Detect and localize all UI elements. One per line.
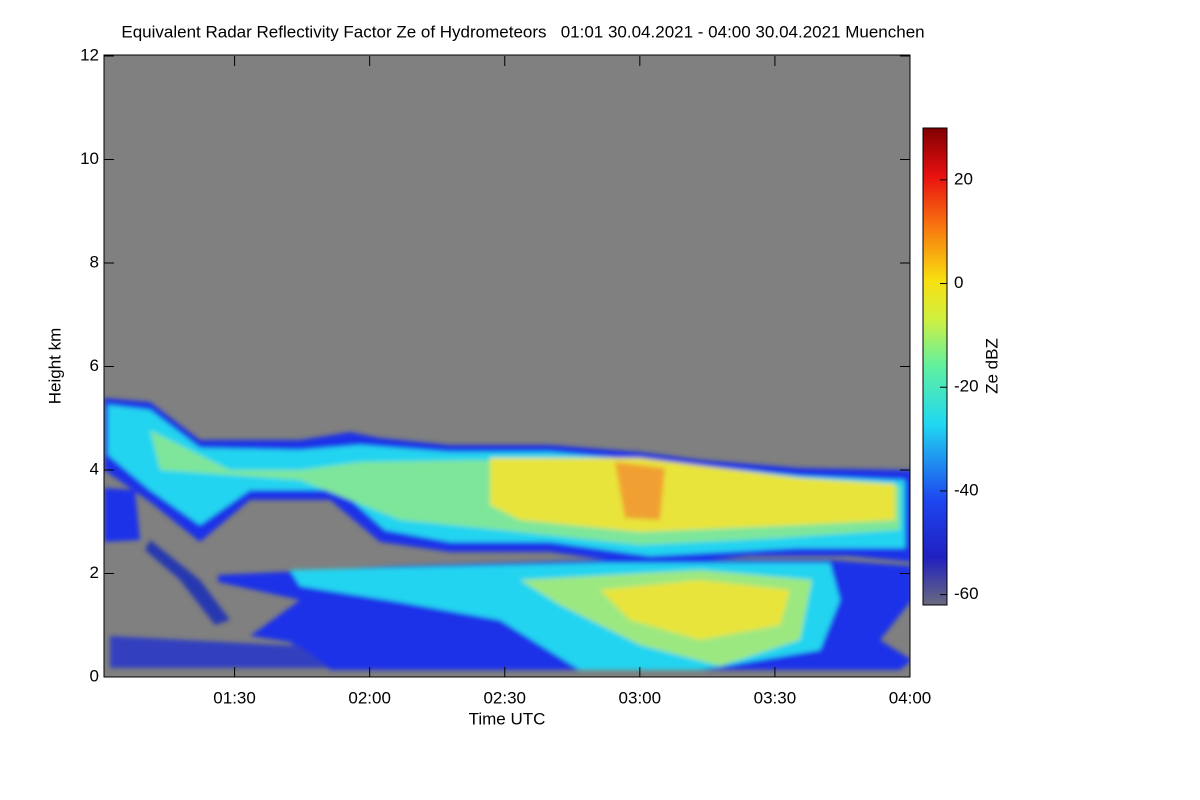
y-tick-label: 8 [90,252,99,271]
colorbar-tick-label: 0 [954,273,963,292]
x-tick-label: 02:30 [483,688,526,707]
chart-title: Equivalent Radar Reflectivity Factor Ze … [121,22,924,41]
colorbar [922,127,948,606]
reflectivity-field [104,398,910,670]
x-tick-label: 03:30 [754,688,797,707]
x-tick-label: 01:30 [213,688,256,707]
colorbar-tick-label: -20 [954,377,979,396]
x-axis-label: Time UTC [469,709,546,728]
y-tick-label: 10 [80,149,99,168]
x-tick-label: 04:00 [889,688,932,707]
x-tick-label: 02:00 [348,688,391,707]
colorbar-tick-label: -40 [954,480,979,499]
y-tick-label: 0 [90,666,99,685]
colorbar-label: Ze dBZ [982,338,1001,394]
y-tick-label: 12 [80,45,99,64]
y-tick-label: 2 [90,563,99,582]
x-tick-label: 03:00 [619,688,662,707]
y-tick-label: 4 [90,459,99,478]
y-axis-label: Height km [45,328,64,405]
y-tick-label: 6 [90,356,99,375]
colorbar-tick-label: 20 [954,169,973,188]
colorbar-tick-label: -60 [954,584,979,603]
